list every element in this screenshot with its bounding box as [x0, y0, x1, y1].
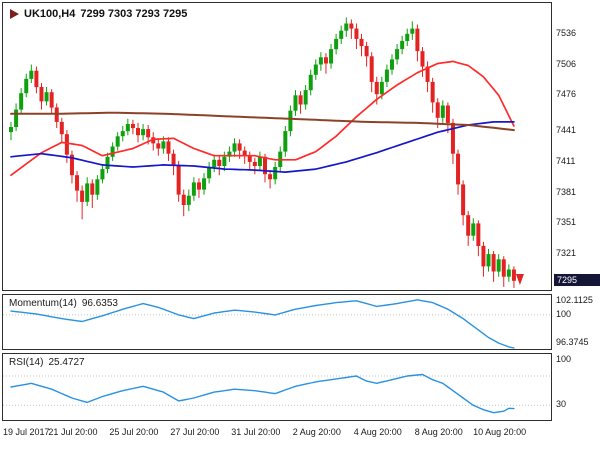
time-axis-label: 10 Aug 20:00 [473, 427, 527, 437]
time-axis-label: 4 Aug 20:00 [353, 427, 402, 437]
axis-label: 7411 [556, 155, 576, 166]
axis-label: 7351 [556, 217, 577, 228]
axis-label: 7441 [556, 125, 577, 136]
axis-label: 7321 [556, 248, 577, 259]
time-axis: 19 Jul 2017 21 Jul 20:00 25 Jul 20:00 27 Ju… [2, 425, 554, 441]
momentum-chart[interactable] [3, 295, 551, 349]
time-axis-label: 31 Jul 20:00 [231, 427, 281, 437]
ma-long-brown [10, 111, 515, 132]
ma-fast-red [10, 60, 515, 177]
axis-label: 100 [556, 308, 572, 319]
axis-label: 30 [556, 399, 567, 410]
axis-label: 7381 [556, 186, 577, 197]
current-price-badge: 7295 [554, 273, 600, 286]
axis-label: 100 [556, 354, 572, 364]
axis-label: 7476 [556, 89, 577, 100]
candlestick-chart[interactable] [3, 3, 551, 290]
axis-label: 7506 [556, 58, 577, 69]
time-axis-label: 27 Jul 20:00 [170, 427, 220, 437]
time-axis-label: 21 Jul 20:00 [48, 427, 98, 437]
axis-label: 96.3745 [556, 337, 589, 347]
rsi-chart[interactable] [3, 354, 551, 420]
time-axis-label: 25 Jul 20:00 [109, 427, 159, 437]
rsi-indicator-panel[interactable]: RSI(14) 25.4727 [2, 353, 552, 421]
price-axis: 7536 7506 7476 7441 7411 7381 7351 7321 7295 102.… [554, 0, 600, 450]
momentum-indicator-panel[interactable]: Momentum(14) 96.6353 [2, 294, 552, 350]
ma-slow-blue [10, 121, 515, 173]
axis-label: 102.1125 [556, 295, 593, 305]
time-axis-label: 2 Aug 20:00 [292, 427, 341, 437]
sell-arrow-icon [515, 274, 524, 285]
axis-label: 7536 [556, 27, 577, 38]
time-axis-label: 8 Aug 20:00 [414, 427, 463, 437]
main-price-panel[interactable]: UK100,H4 7299 7303 7293 7295 [2, 2, 552, 291]
time-axis-label: 19 Jul 2017 [3, 427, 50, 437]
